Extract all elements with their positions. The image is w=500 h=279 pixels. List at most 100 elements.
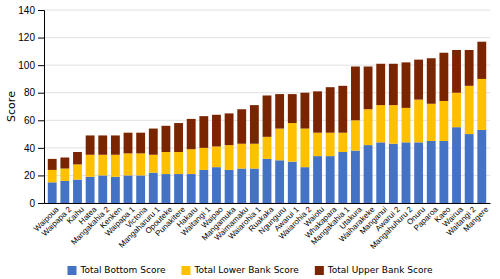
- legend-swatch: [67, 266, 76, 275]
- bar-segment: [288, 162, 297, 203]
- bar-segment: [98, 155, 107, 176]
- bar-segment: [124, 175, 133, 203]
- y-tick-label: 40: [24, 143, 36, 154]
- grid-line: [44, 10, 490, 11]
- y-tick-mark: [38, 65, 44, 66]
- bar-segment: [73, 164, 82, 179]
- bar-segment: [452, 93, 461, 127]
- bar-segment: [452, 50, 461, 93]
- bar-segment: [162, 126, 171, 152]
- bar-segment: [376, 105, 385, 142]
- y-tick-label: 60: [24, 115, 36, 126]
- legend-item: Total Lower Bank Score: [181, 265, 299, 276]
- y-tick-mark: [38, 10, 44, 11]
- plot: 0 20 40 60 80 100 120 140 WaipouaWaipapa 2KaihuH…: [18, 5, 490, 251]
- bar-segment: [300, 167, 309, 203]
- bar-segment: [338, 133, 347, 152]
- bar-segment: [86, 177, 95, 203]
- y-tick-label: 20: [24, 170, 36, 181]
- bar-segment: [300, 93, 309, 129]
- bar-segment: [48, 182, 57, 203]
- bar-segment: [149, 173, 158, 203]
- grid: [44, 10, 490, 203]
- y-tick-mark: [38, 93, 44, 94]
- bar-segment: [111, 155, 120, 177]
- bar-segment: [351, 120, 360, 150]
- bar-segment: [263, 137, 272, 159]
- bar-segment: [237, 144, 246, 169]
- legend-swatch: [181, 266, 190, 275]
- bar-segment: [389, 144, 398, 203]
- bar-segment: [149, 155, 158, 173]
- bar-segment: [162, 152, 171, 174]
- x-tick-label: Mangahuhuru 2: [368, 204, 414, 250]
- y-tick: 60: [24, 115, 44, 126]
- bar-segment: [477, 42, 486, 79]
- y-tick: 20: [24, 170, 44, 181]
- bar-segment: [427, 58, 436, 103]
- bar-segment: [326, 87, 335, 132]
- bar-segment: [351, 151, 360, 203]
- bar-segment: [98, 135, 107, 154]
- bar-segment: [275, 129, 284, 161]
- legend-item: Total Upper Bank Score: [315, 265, 433, 276]
- bar-segment: [136, 133, 145, 154]
- grid-line: [44, 37, 490, 38]
- bar-segment: [225, 170, 234, 203]
- bar-segment: [174, 152, 183, 174]
- bar-segment: [439, 141, 448, 203]
- bar-segment: [402, 108, 411, 142]
- bar-segment: [288, 94, 297, 123]
- bar-segment: [48, 170, 57, 182]
- legend-label: Total Lower Bank Score: [193, 265, 299, 275]
- x-axis-line: [45, 203, 491, 204]
- x-axis: WaipouaWaipapa 2KaihuHateaMangakahia 2Ke…: [32, 204, 490, 251]
- bar-segment: [275, 160, 284, 203]
- bar-segment: [174, 174, 183, 203]
- bar-segment: [212, 146, 221, 167]
- x-tick: Mangahuhuru 2: [368, 204, 414, 250]
- bar-segment: [477, 130, 486, 203]
- bar-segment: [250, 169, 259, 203]
- bar-segment: [338, 152, 347, 203]
- bar-segment: [136, 153, 145, 175]
- y-axis-title: Score: [5, 91, 18, 122]
- bar-segment: [389, 105, 398, 144]
- y-tick: 0: [29, 198, 44, 209]
- x-tick: Mangere: [462, 204, 491, 233]
- bar-segment: [402, 62, 411, 107]
- bar-segment: [364, 67, 373, 110]
- y-tick-label: 140: [18, 5, 35, 16]
- bar-segment: [477, 79, 486, 130]
- bar-segment: [149, 129, 158, 155]
- legend-label: Total Bottom Score: [79, 265, 165, 275]
- bar-segment: [313, 156, 322, 203]
- bar-segment: [111, 135, 120, 154]
- bar-segment: [98, 175, 107, 203]
- bar-segment: [364, 145, 373, 203]
- y-tick-label: 120: [18, 32, 35, 43]
- bar-segment: [162, 174, 171, 203]
- bar-segment: [86, 155, 95, 177]
- bar-segment: [452, 127, 461, 203]
- y-tick: 100: [18, 60, 44, 71]
- grid-line: [44, 65, 490, 66]
- bar-segment: [73, 180, 82, 203]
- y-tick-label: 100: [18, 60, 35, 71]
- y-tick-mark: [38, 148, 44, 149]
- y-tick-mark: [38, 175, 44, 176]
- bar-segment: [414, 100, 423, 143]
- bar-segment: [111, 177, 120, 203]
- bar-segment: [376, 142, 385, 203]
- bar-segment: [187, 174, 196, 203]
- legend-swatch: [315, 266, 324, 275]
- bar-segment: [439, 101, 448, 141]
- bar-segment: [364, 109, 373, 145]
- bar-segment: [199, 116, 208, 148]
- bar-segment: [465, 134, 474, 203]
- bar-segment: [338, 86, 347, 133]
- y-tick: 80: [24, 87, 44, 98]
- bar-segment: [199, 170, 208, 203]
- bar-segment: [427, 104, 436, 141]
- y-tick-mark: [38, 203, 44, 204]
